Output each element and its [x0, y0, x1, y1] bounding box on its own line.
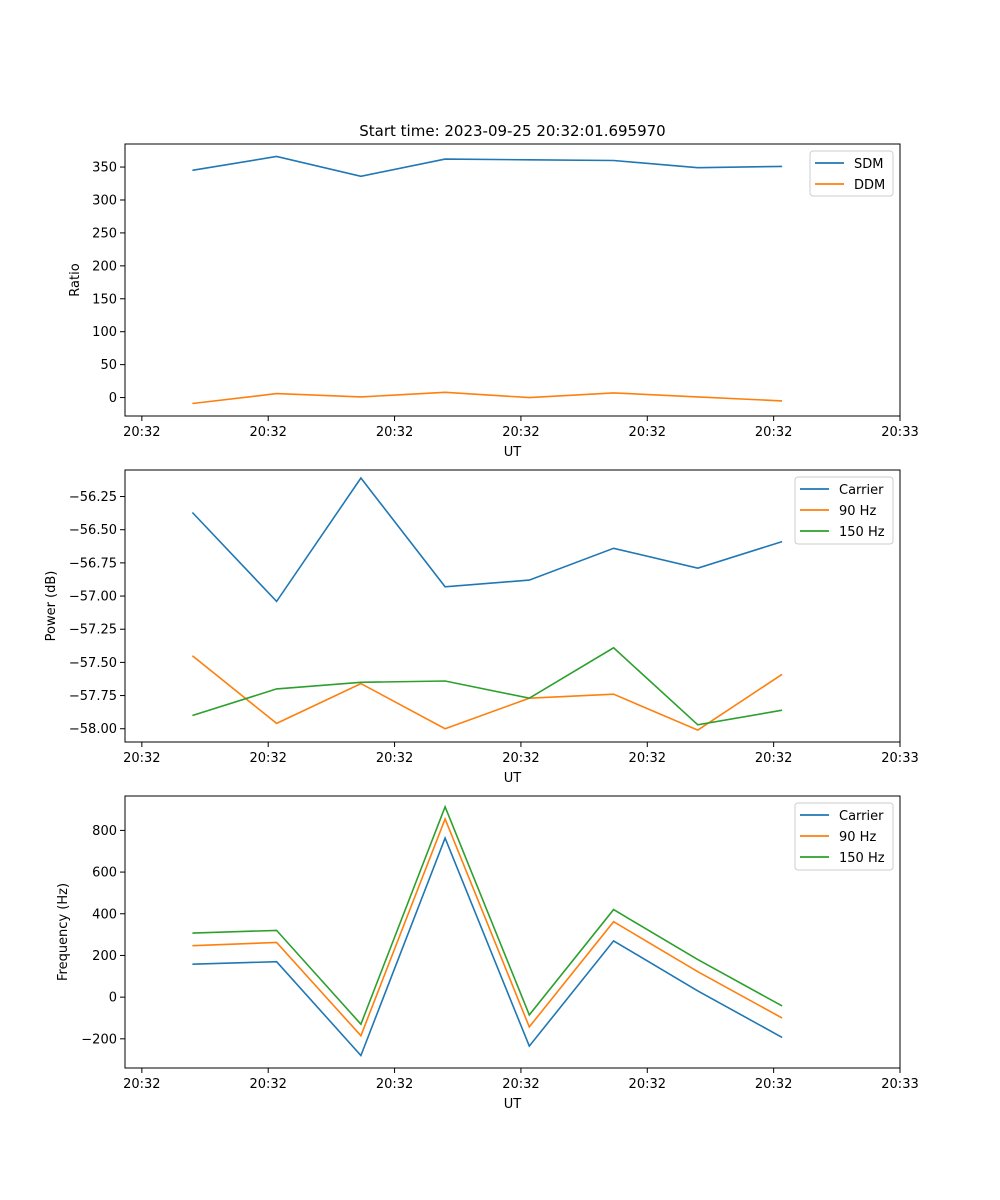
legend-label-sdm: SDM [854, 157, 883, 172]
frequency-x-tick-label: 20:32 [629, 1077, 666, 1092]
ratio-ylabel: Ratio [68, 263, 83, 296]
power-y-tick-label: −56.75 [69, 556, 117, 571]
frequency-legend-box [794, 802, 894, 871]
series-line-90hz [192, 816, 783, 1038]
ratio-y-ticks: 0 50 100 150 200 250 300 350 [92, 161, 125, 406]
power-y-ticks: −58.00 −57.75 −57.50 −57.25 −57.00 −56.75 −56.… [69, 490, 125, 737]
frequency-series [192, 804, 783, 1058]
series-line-90hz [191, 655, 783, 732]
frequency-plot-area [124, 795, 901, 1069]
frequency-y-tick-label: 0 [109, 991, 117, 1006]
frequency-x-tick-label: 20:32 [376, 1077, 413, 1092]
power-y-tick-label: −56.25 [69, 490, 117, 505]
power-y-tick-label: −58.00 [69, 722, 117, 737]
ratio-x-tick-label: 20:32 [376, 425, 413, 440]
series-line-sdm [192, 155, 783, 178]
legend-label-90hz: 90 Hz [839, 830, 876, 845]
series-line-150hz [192, 804, 783, 1026]
panel-power: 20:32 20:32 20:32 20:32 20:32 20:32 20:33 −58.… [44, 469, 919, 786]
power-y-tick-label: −57.50 [69, 656, 117, 671]
frequency-x-tick-label: 20:33 [881, 1077, 918, 1092]
legend-label-150hz: 150 Hz [839, 525, 885, 540]
frequency-y-tick-label: 800 [92, 824, 117, 839]
ratio-y-tick-label: 300 [92, 193, 117, 208]
ratio-x-tick-label: 20:32 [249, 425, 286, 440]
ratio-y-tick-label: 100 [92, 325, 117, 340]
ratio-plot-area [124, 143, 901, 417]
power-x-tick-label: 20:32 [376, 751, 413, 766]
legend-label-carrier: Carrier [839, 483, 884, 498]
legend-label-150hz: 150 Hz [839, 851, 885, 866]
ratio-legend: SDM DDM [809, 150, 894, 197]
frequency-y-tick-label: −200 [81, 1032, 117, 1047]
ratio-x-tick-label: 20:32 [629, 425, 666, 440]
frequency-x-ticks: 20:32 20:32 20:32 20:32 20:32 20:32 20:33 [123, 1068, 919, 1092]
series-line-carrier [192, 835, 783, 1058]
panel-ratio: Start time: 2023-09-25 20:32:01.695970 2… [68, 122, 919, 460]
power-x-tick-label: 20:32 [755, 751, 792, 766]
power-ylabel: Power (dB) [44, 571, 59, 642]
ratio-x-tick-label: 20:32 [123, 425, 160, 440]
power-x-tick-label: 20:32 [123, 751, 160, 766]
ratio-y-tick-label: 200 [92, 259, 117, 274]
legend-label-ddm: DDM [854, 178, 885, 193]
power-y-tick-label: −57.25 [69, 623, 117, 638]
frequency-y-ticks: −200 0 200 400 600 800 [81, 824, 125, 1047]
frequency-xlabel: UT [504, 1097, 522, 1112]
power-x-tick-label: 20:32 [502, 751, 539, 766]
frequency-legend: Carrier 90 Hz 150 Hz [794, 802, 894, 871]
ratio-y-tick-label: 150 [92, 292, 117, 307]
power-x-tick-label: 20:33 [881, 751, 918, 766]
ratio-x-tick-label: 20:32 [755, 425, 792, 440]
ratio-x-tick-label: 20:33 [881, 425, 918, 440]
frequency-y-tick-label: 600 [92, 866, 117, 881]
frequency-y-tick-label: 400 [92, 907, 117, 922]
frequency-ylabel: Frequency (Hz) [56, 883, 71, 981]
series-line-150hz [192, 646, 783, 726]
frequency-x-tick-label: 20:32 [123, 1077, 160, 1092]
power-y-tick-label: −57.00 [69, 590, 117, 605]
panel-frequency: 20:32 20:32 20:32 20:32 20:32 20:32 20:33 −200… [56, 795, 919, 1112]
power-plot-area [124, 469, 901, 743]
power-legend: Carrier 90 Hz 150 Hz [794, 476, 894, 545]
frequency-x-tick-label: 20:32 [502, 1077, 539, 1092]
power-x-tick-label: 20:32 [249, 751, 286, 766]
series-line-ddm [192, 391, 783, 405]
power-y-tick-label: −56.50 [69, 523, 117, 538]
ratio-y-tick-label: 50 [100, 358, 117, 373]
power-legend-box [794, 476, 894, 545]
ratio-series [192, 155, 783, 405]
power-x-tick-label: 20:32 [629, 751, 666, 766]
frequency-y-tick-label: 200 [92, 949, 117, 964]
power-series [191, 476, 783, 732]
figure-title: Start time: 2023-09-25 20:32:01.695970 [359, 122, 665, 140]
frequency-x-tick-label: 20:32 [755, 1077, 792, 1092]
ratio-y-tick-label: 250 [92, 226, 117, 241]
series-line-carrier [191, 476, 783, 603]
ratio-y-tick-label: 350 [92, 161, 117, 176]
frequency-x-tick-label: 20:32 [249, 1077, 286, 1092]
legend-label-90hz: 90 Hz [839, 504, 876, 519]
power-xlabel: UT [504, 771, 522, 786]
legend-label-carrier: Carrier [839, 809, 884, 824]
ratio-x-ticks: 20:32 20:32 20:32 20:32 20:32 20:32 20:33 [123, 416, 919, 440]
power-y-tick-label: −57.75 [69, 689, 117, 704]
ratio-xlabel: UT [504, 445, 522, 460]
power-x-ticks: 20:32 20:32 20:32 20:32 20:32 20:32 20:33 [123, 742, 919, 766]
ratio-x-tick-label: 20:32 [502, 425, 539, 440]
ratio-y-tick-label: 0 [109, 391, 117, 406]
